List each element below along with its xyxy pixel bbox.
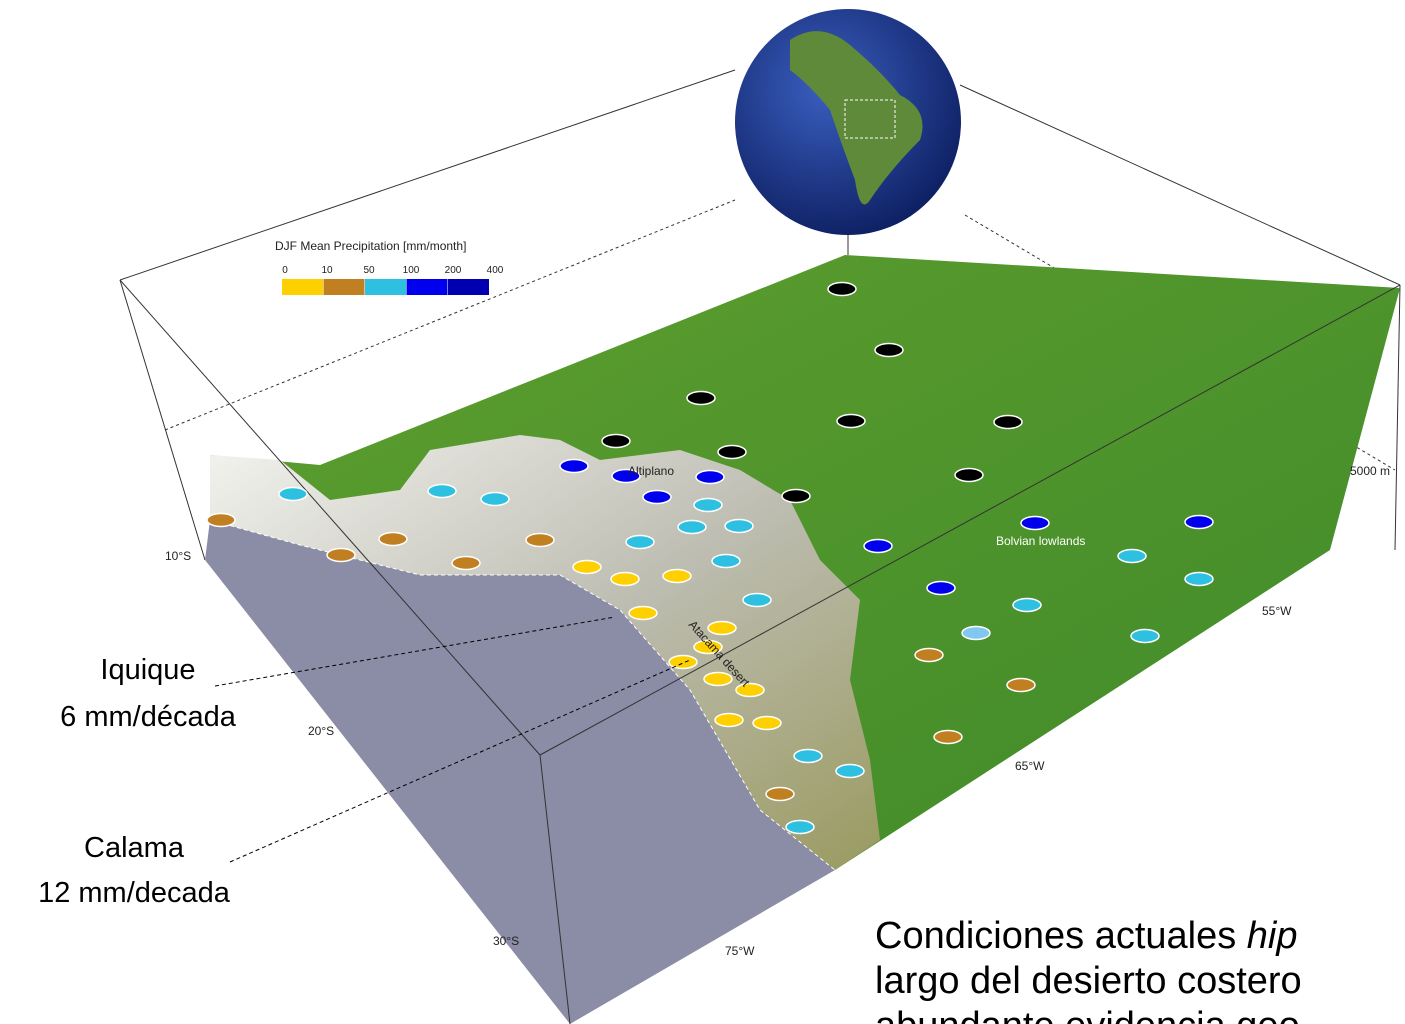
station-marker (206, 512, 236, 528)
station-marker (752, 715, 782, 731)
annotation: 6 mm/década (60, 701, 237, 733)
height-label: 5000 m (1350, 464, 1390, 478)
station-marker (480, 491, 510, 507)
legend-tick: 100 (403, 265, 420, 276)
station-marker (625, 534, 655, 550)
legend-tick: 200 (445, 265, 462, 276)
station-marker (278, 486, 308, 502)
station-markers (206, 281, 1214, 835)
station-marker (1117, 548, 1147, 564)
study-area (844, 99, 896, 139)
station-marker (1020, 515, 1050, 531)
andes-ridge (210, 435, 880, 870)
station-marker (735, 682, 765, 698)
station-marker (525, 532, 555, 548)
legend-swatch (365, 279, 406, 295)
station-marker (572, 559, 602, 575)
station-marker (601, 433, 631, 449)
station-marker (1012, 597, 1042, 613)
station-marker (642, 489, 672, 505)
station-marker (827, 281, 857, 297)
legend-swatch (448, 279, 489, 295)
continent (790, 31, 923, 205)
station-marker (610, 571, 640, 587)
station-marker (1130, 628, 1160, 644)
station-marker (874, 342, 904, 358)
station-marker (326, 547, 356, 563)
station-marker (693, 639, 723, 655)
station-marker (559, 458, 589, 474)
legend-tick: 50 (363, 265, 375, 276)
station-marker (427, 483, 457, 499)
ocean (205, 520, 835, 1024)
station-marker (714, 712, 744, 728)
station-marker (707, 620, 737, 636)
station-marker (693, 497, 723, 513)
box-front (119, 279, 1401, 1024)
legend-swatch (323, 279, 365, 295)
caption: largo del desierto costero (875, 960, 1302, 1002)
station-marker (1006, 677, 1036, 693)
station-marker (1184, 514, 1214, 530)
station-marker (954, 467, 984, 483)
legend-swatch (282, 279, 323, 295)
caption: Condiciones actuales hip (875, 915, 1298, 957)
coastline (209, 519, 836, 871)
annotation: Calama (84, 832, 185, 864)
lat-label: 30°S (493, 934, 519, 948)
station-marker (781, 488, 811, 504)
legend-tick: 0 (282, 265, 288, 276)
annotation: 12 mm/decada (38, 877, 231, 909)
station-marker (1184, 571, 1214, 587)
station-marker (742, 592, 772, 608)
legend-swatch (406, 279, 448, 295)
station-marker (724, 518, 754, 534)
legend-title: DJF Mean Precipitation [mm/month] (275, 239, 466, 253)
station-marker (695, 469, 725, 485)
station-marker (961, 625, 991, 641)
lon-label: 75°W (725, 944, 755, 958)
legend-tick: 400 (487, 265, 504, 276)
station-marker (628, 605, 658, 621)
lat-label: 10°S (165, 549, 191, 563)
legend: 0 10 50 100 200 400 (282, 265, 504, 295)
station-marker (926, 580, 956, 596)
station-marker (914, 647, 944, 663)
station-marker (835, 763, 865, 779)
station-marker (703, 671, 733, 687)
station-marker (686, 390, 716, 406)
station-marker (451, 555, 481, 571)
station-marker (677, 519, 707, 535)
station-marker (662, 568, 692, 584)
station-marker (711, 553, 741, 569)
leader-lines (214, 616, 691, 863)
legend-tick: 10 (321, 265, 333, 276)
lat-label: 20°S (308, 724, 334, 738)
caption-text: Condiciones actuales (875, 915, 1247, 957)
station-marker (378, 531, 408, 547)
station-marker (836, 413, 866, 429)
station-marker (668, 654, 698, 670)
station-marker (863, 538, 893, 554)
station-marker (933, 729, 963, 745)
annotation: Iquique (100, 654, 195, 686)
station-marker (993, 414, 1023, 430)
station-marker (717, 444, 747, 460)
station-marker (793, 748, 823, 764)
station-marker (785, 819, 815, 835)
region-label: Altiplano (628, 464, 674, 478)
station-marker (765, 786, 795, 802)
caption-italic: hip (1247, 915, 1298, 957)
region-label: Bolvian lowlands (996, 534, 1085, 548)
caption: abundante evidencia geo (875, 1005, 1300, 1024)
lon-label: 65°W (1015, 759, 1045, 773)
lon-label: 55°W (1262, 604, 1292, 618)
station-marker (611, 468, 641, 484)
